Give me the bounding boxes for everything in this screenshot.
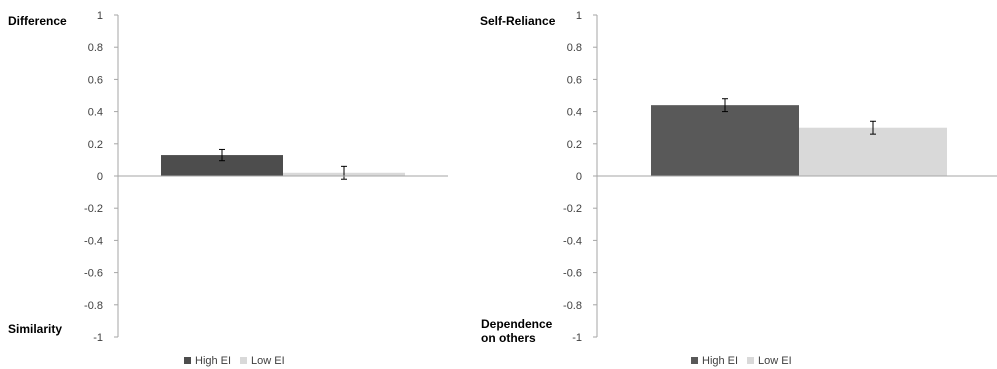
y-tick-label: -0.2 <box>84 203 103 215</box>
legend-swatch-low-ei <box>747 357 754 364</box>
top-end-label: Difference <box>8 14 67 28</box>
y-tick-label: -0.8 <box>563 300 582 312</box>
y-tick-label: -1 <box>572 332 582 344</box>
y-tick-label: -0.4 <box>84 235 103 247</box>
bar-high-ei <box>161 155 283 176</box>
y-tick-label: -0.4 <box>563 235 582 247</box>
chart-panel-2: 1 0.8 0.6 0.4 0.2 0 -0.2 -0.4 -0.6 -0.8 -1 Self-Rel… <box>480 10 997 367</box>
y-tick-label: -0.6 <box>563 268 582 280</box>
bottom-end-label: Similarity <box>8 322 62 336</box>
bottom-end-label: Dependence on others <box>481 317 553 345</box>
error-bar <box>870 120 876 135</box>
legend-label-high-ei: High EI <box>195 355 231 367</box>
top-end-label: Self-Reliance <box>480 14 556 28</box>
legend-swatch-high-ei <box>691 357 698 364</box>
y-tick-label: -0.2 <box>563 203 582 215</box>
y-tick-label: 0.4 <box>567 107 582 119</box>
y-tick-label: 0.8 <box>88 42 103 54</box>
legend: High EI Low EI <box>691 355 792 367</box>
y-tick-label: 0.6 <box>88 74 103 86</box>
legend-swatch-low-ei <box>240 357 247 364</box>
y-tick-label: 1 <box>576 10 582 22</box>
y-tick-label: 1 <box>97 10 103 22</box>
legend-swatch-high-ei <box>184 357 191 364</box>
error-bar <box>722 98 728 113</box>
y-tick-label: -1 <box>93 332 103 344</box>
legend-label-low-ei: Low EI <box>758 355 792 367</box>
y-tick-label: 0.6 <box>567 74 582 86</box>
legend-label-high-ei: High EI <box>702 355 738 367</box>
y-tick-label: 0.8 <box>567 42 582 54</box>
y-tick-label: -0.8 <box>84 300 103 312</box>
bar-high-ei <box>651 105 799 176</box>
y-tick-label: 0.4 <box>88 107 103 119</box>
bar-low-ei <box>799 127 947 176</box>
legend-label-low-ei: Low EI <box>251 355 285 367</box>
legend: High EI Low EI <box>184 355 285 367</box>
error-bar <box>219 148 225 162</box>
y-tick-label: 0 <box>576 171 582 183</box>
error-bar <box>341 165 347 180</box>
y-tick-label: 0.2 <box>567 139 582 151</box>
y-tick-label: 0.2 <box>88 139 103 151</box>
y-tick-label: -0.6 <box>84 268 103 280</box>
y-tick-label: 0 <box>97 171 103 183</box>
chart-panel-1: 1 0.8 0.6 0.4 0.2 0 -0.2 -0.4 -0.6 -0.8 -1 Differen… <box>8 10 448 367</box>
